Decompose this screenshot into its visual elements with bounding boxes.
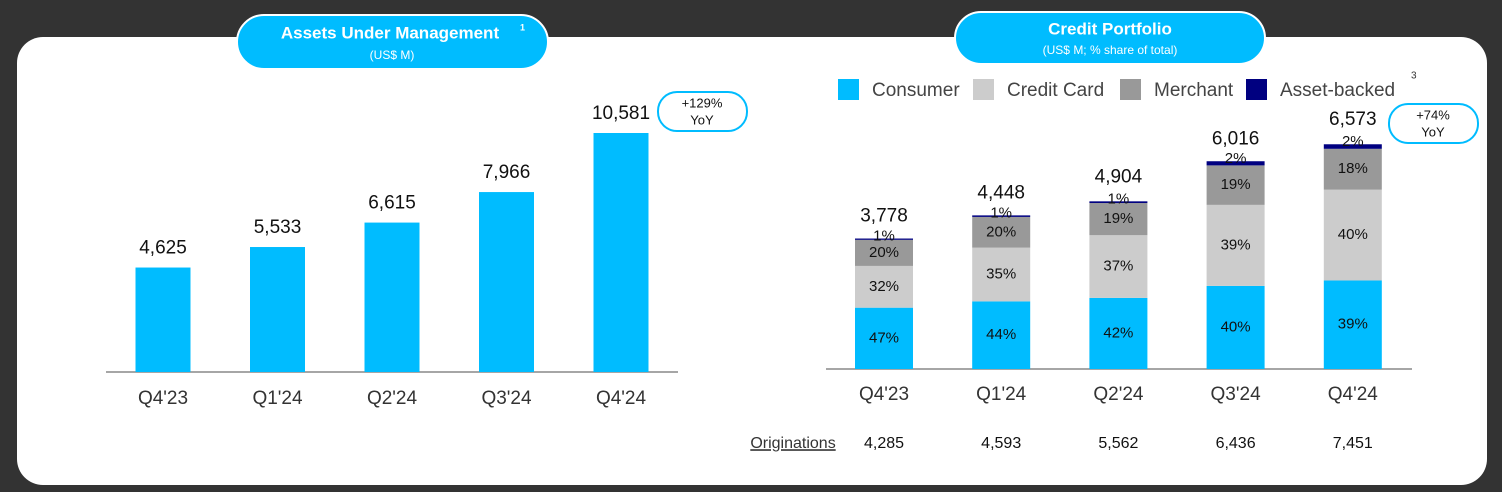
bar — [593, 133, 649, 372]
x-tick-label: Q4'23 — [138, 388, 188, 409]
segment-label: 37% — [1103, 258, 1133, 275]
bar-segment — [1323, 148, 1382, 190]
bar-segment — [972, 215, 1031, 217]
bar-segment — [855, 265, 913, 308]
segment-label: 19% — [1221, 176, 1251, 193]
chart-subtitle: (US$ M) — [370, 48, 415, 62]
segment-label: 42% — [1103, 324, 1133, 341]
bar-segment — [1323, 144, 1382, 149]
legend-swatch — [973, 79, 994, 100]
legend-superscript: 3 — [1411, 71, 1417, 82]
origination-value: 6,436 — [1216, 435, 1256, 452]
origination-value: 5,562 — [1098, 435, 1138, 452]
title-pill — [236, 14, 549, 70]
x-tick-label: Q2'24 — [367, 388, 418, 409]
value-label: 6,615 — [368, 193, 416, 214]
bar-segment — [1089, 297, 1148, 369]
x-tick-label: Q2'24 — [1093, 384, 1144, 405]
segment-label: 39% — [1221, 236, 1251, 253]
x-tick-label: Q3'24 — [481, 388, 532, 409]
bar-segment — [1323, 189, 1382, 281]
bar-segment — [972, 216, 1031, 248]
total-label: 6,016 — [1212, 128, 1260, 149]
bar-segment — [855, 238, 913, 240]
bar-segment — [1089, 235, 1148, 298]
value-label: 4,625 — [139, 238, 187, 259]
legend-label: Consumer — [872, 80, 960, 101]
segment-label: 40% — [1338, 226, 1368, 243]
legend-swatch — [838, 79, 859, 100]
x-tick-label: Q3'24 — [1211, 384, 1262, 405]
bar — [135, 267, 191, 372]
total-label: 4,448 — [977, 182, 1025, 203]
panel — [17, 37, 1487, 485]
title-superscript: 1 — [520, 22, 525, 32]
segment-label: 40% — [1221, 318, 1251, 335]
value-label: 7,966 — [483, 162, 531, 183]
bar — [479, 192, 534, 372]
chart-subtitle: (US$ M; % share of total) — [1043, 43, 1178, 57]
segment-label: 19% — [1103, 210, 1133, 227]
bar-segment — [1089, 203, 1148, 236]
legend-label: Asset-backed — [1280, 80, 1395, 101]
segment-label: 1% — [1108, 190, 1130, 207]
segment-label: 2% — [1342, 133, 1364, 150]
segment-label: 2% — [1225, 150, 1247, 167]
x-tick-label: Q4'24 — [1328, 384, 1379, 405]
chart-title: Credit Portfolio — [1048, 19, 1172, 38]
bar — [250, 247, 305, 372]
value-label: 5,533 — [254, 217, 302, 238]
legend-label: Credit Card — [1007, 80, 1104, 101]
annotation: YoY — [690, 112, 714, 127]
segment-label: 39% — [1338, 316, 1368, 333]
bar-segment — [972, 247, 1031, 302]
origination-value: 4,593 — [981, 435, 1021, 452]
value-label: 10,581 — [592, 103, 650, 124]
segment-label: 47% — [869, 329, 899, 346]
annotation-pill — [657, 91, 748, 132]
bar-segment — [1089, 201, 1148, 204]
x-tick-label: Q4'24 — [596, 388, 647, 409]
bar — [364, 222, 420, 372]
annotation: +129% — [682, 95, 723, 110]
segment-label: 32% — [869, 278, 899, 295]
bar-segment — [855, 239, 913, 266]
legend-label: Merchant — [1154, 80, 1234, 101]
bar-segment — [855, 307, 913, 369]
segment-label: 20% — [986, 223, 1016, 240]
bar-segment — [1206, 165, 1265, 205]
legend-swatch — [1246, 79, 1267, 100]
legend-swatch — [1120, 79, 1141, 100]
bar-segment — [972, 301, 1031, 369]
x-tick-label: Q4'23 — [859, 384, 909, 405]
segment-label: 1% — [990, 204, 1012, 221]
segment-label: 18% — [1338, 160, 1368, 177]
segment-label: 44% — [986, 326, 1016, 343]
bar-segment — [1206, 285, 1265, 369]
origination-value: 4,285 — [864, 435, 904, 452]
x-tick-label: Q1'24 — [976, 384, 1027, 405]
x-tick-label: Q1'24 — [252, 388, 303, 409]
annotation-pill — [1388, 103, 1479, 144]
total-label: 3,778 — [860, 206, 908, 227]
chart-title: Assets Under Management — [281, 23, 500, 42]
segment-label: 1% — [873, 227, 895, 244]
origination-value: 7,451 — [1333, 435, 1373, 452]
annotation: YoY — [1421, 124, 1445, 139]
originations-label: Originations — [750, 435, 835, 452]
total-label: 4,904 — [1095, 167, 1143, 188]
total-label: 6,573 — [1329, 109, 1377, 130]
segment-label: 35% — [986, 265, 1016, 282]
bar-segment — [1323, 280, 1382, 369]
bar-segment — [1206, 161, 1265, 166]
segment-label: 20% — [869, 244, 899, 261]
bar-segment — [1206, 204, 1265, 286]
title-pill — [954, 11, 1266, 65]
annotation: +74% — [1416, 107, 1450, 122]
